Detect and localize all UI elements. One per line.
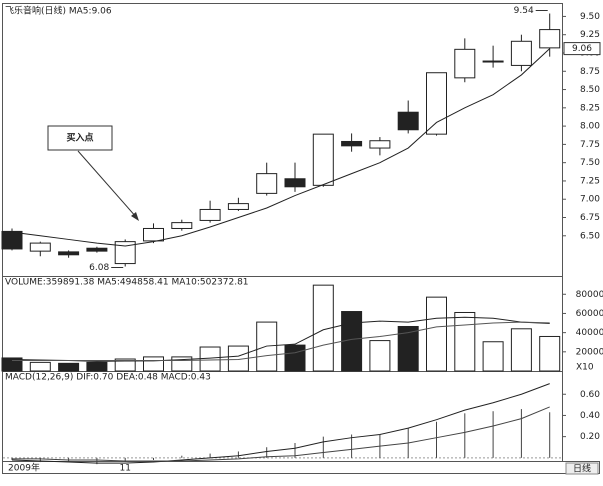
period-button[interactable]	[565, 462, 599, 475]
last-price-box	[563, 42, 601, 56]
volume-ma-line	[12, 321, 550, 361]
last-price-label: 9.06	[572, 44, 592, 54]
macd-line	[11, 383, 550, 464]
y-tick-label: 0.20	[580, 432, 600, 442]
volume-bar	[369, 340, 391, 372]
y-tick-label: 8.00	[580, 122, 600, 132]
annotation-arrow	[77, 150, 138, 219]
candle-body	[397, 111, 419, 131]
y-tick-label: 8.50	[580, 85, 600, 95]
volume-bar	[284, 344, 306, 372]
volume-bar	[114, 358, 136, 372]
y-tick-label: 0.60	[580, 390, 600, 400]
candle-body	[284, 178, 306, 188]
candle-body	[86, 247, 108, 252]
volume-bar	[29, 361, 51, 372]
candle-body	[171, 222, 193, 229]
candle-body	[539, 29, 561, 49]
volume-bar	[510, 328, 532, 372]
high-label: 9.54	[514, 6, 534, 16]
date-strip	[2, 461, 600, 474]
volume-unit: X10	[576, 363, 594, 373]
candle-body	[256, 173, 278, 194]
volume-bar	[312, 284, 334, 372]
candle-body	[454, 48, 476, 79]
y-tick-label: 80000	[576, 290, 603, 300]
y-tick-label: 8.25	[580, 103, 600, 113]
y-tick-label: 20000	[576, 347, 603, 357]
y-tick-label: 8.75	[580, 67, 600, 77]
y-tick-label: 6.75	[580, 213, 600, 223]
volume-bar	[1, 357, 23, 372]
macd-line	[12, 406, 550, 462]
y-tick-label: 60000	[576, 309, 603, 319]
candle-body	[312, 133, 334, 186]
arrow-head	[131, 212, 139, 221]
candle-body	[510, 40, 532, 66]
candle-body	[143, 227, 164, 242]
volume-ma-line	[11, 316, 550, 362]
annotation: 买入点	[66, 132, 93, 144]
candle-body	[199, 208, 221, 221]
candle-body	[114, 241, 136, 265]
volume-bar	[454, 311, 476, 372]
ma-line	[11, 48, 551, 247]
y-tick-label: 40000	[576, 328, 603, 338]
volume-bar	[397, 325, 419, 372]
y-tick-label: 7.50	[580, 158, 600, 168]
volume-bar	[482, 341, 504, 372]
candle-body	[58, 251, 80, 256]
volume-bar	[86, 361, 108, 372]
candle-body	[341, 140, 363, 147]
y-tick-label: 6.50	[580, 231, 600, 241]
volume-bar	[426, 296, 447, 372]
y-tick-label: 7.00	[580, 195, 600, 205]
x-tick-label: 2009年	[8, 462, 40, 474]
x-tick-label: 11	[119, 464, 130, 474]
period-label[interactable]: 日线	[573, 463, 591, 475]
y-tick-label: 0.40	[580, 411, 600, 421]
price-title: 飞乐音响(日线) MA5:9.06	[5, 5, 112, 17]
candle-body	[1, 230, 23, 250]
macd-title: MACD(12,26,9) DIF:0.70 DEA:0.48 MACD:0.4…	[5, 373, 211, 383]
candle-body	[426, 72, 447, 135]
volume-bar	[143, 356, 164, 372]
low-label: 6.08	[89, 263, 109, 273]
candle-body	[29, 242, 51, 252]
candle-body	[227, 203, 249, 210]
candle-body	[369, 140, 391, 149]
volume-title: VOLUME:359891.38 MA5:494858.41 MA10:5023…	[5, 278, 249, 288]
candle-body	[482, 60, 504, 63]
annotation-box	[47, 125, 113, 151]
y-tick-label: 9.50	[580, 12, 600, 22]
y-tick-label: 7.25	[580, 176, 600, 186]
volume-bar	[539, 335, 561, 372]
volume-bar	[58, 362, 80, 372]
y-tick-label: 9.25	[580, 30, 600, 40]
y-tick-label: 7.75	[580, 140, 600, 150]
